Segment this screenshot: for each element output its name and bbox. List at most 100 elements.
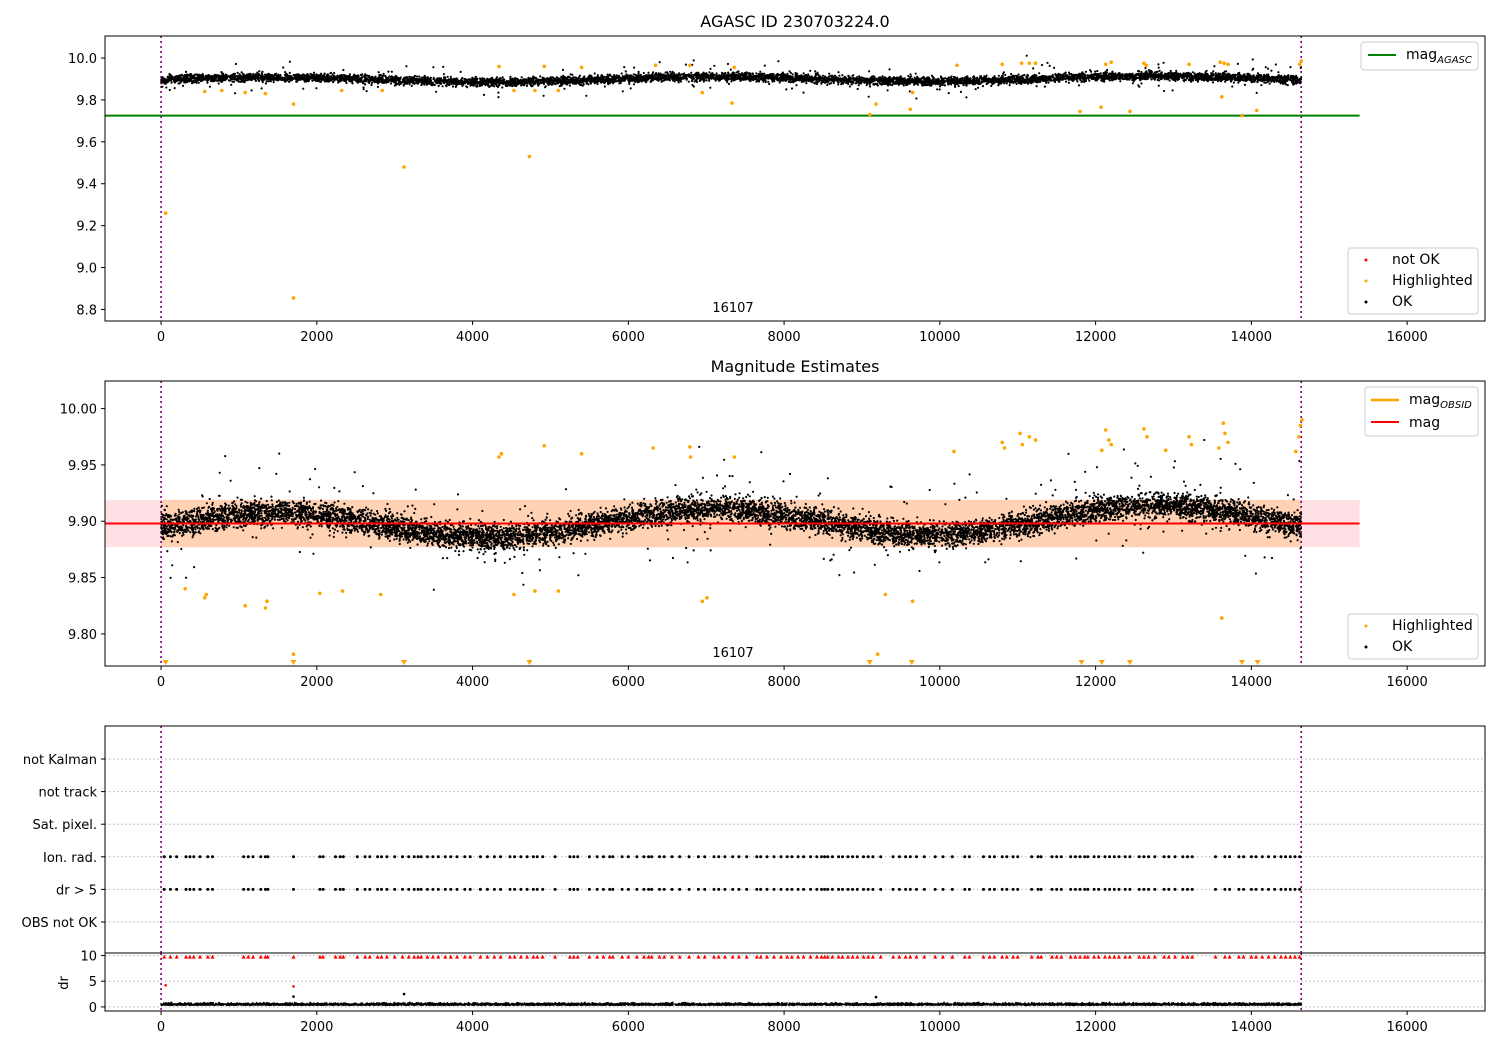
dr-clipped-marker bbox=[540, 954, 545, 959]
dr-clipped-marker bbox=[210, 954, 215, 959]
flag-point bbox=[891, 887, 895, 891]
flag-point bbox=[1162, 887, 1166, 891]
flag-point bbox=[376, 855, 380, 859]
flag-point bbox=[772, 887, 776, 891]
dr-clipped-marker bbox=[620, 954, 625, 959]
flag-point bbox=[1103, 887, 1107, 891]
flag-point bbox=[355, 887, 359, 891]
highlighted-point bbox=[700, 599, 705, 603]
flag-point bbox=[809, 855, 813, 859]
highlighted-point bbox=[874, 102, 878, 106]
highlighted-point bbox=[1019, 61, 1024, 65]
dr-clipped-marker bbox=[771, 954, 776, 959]
highlighted-point bbox=[1189, 442, 1194, 447]
flag-point bbox=[416, 887, 420, 891]
flag-point bbox=[1137, 855, 1141, 859]
x-tick-label: 12000 bbox=[1075, 1020, 1116, 1035]
flag-point bbox=[449, 855, 453, 859]
dr-clipped-marker bbox=[933, 954, 938, 959]
flag-point bbox=[1055, 855, 1059, 859]
legend-not-ok-label: not OK bbox=[1392, 252, 1440, 268]
flag-point bbox=[982, 887, 985, 891]
flag-point bbox=[601, 887, 605, 891]
flag-point bbox=[950, 887, 954, 891]
flag-point bbox=[1123, 887, 1127, 891]
highlighted-point bbox=[1109, 60, 1113, 64]
flag-row-label: Ion. rad. bbox=[43, 851, 97, 866]
dr-point bbox=[874, 995, 878, 999]
dr-clipped-marker bbox=[1029, 954, 1034, 959]
flag-point bbox=[908, 855, 912, 859]
flag-point bbox=[385, 855, 389, 859]
highlighted-point bbox=[1221, 421, 1226, 426]
flag-point bbox=[841, 855, 844, 859]
panel-magnitude-estimates: Magnitude Estimates 9.80 9.85 9.90 9.95 10.0… bbox=[60, 357, 1486, 690]
flag-point bbox=[717, 887, 721, 891]
flag-point bbox=[841, 887, 844, 891]
flag-point bbox=[731, 887, 735, 891]
flag-point bbox=[519, 855, 523, 859]
highlighted-point bbox=[243, 603, 247, 608]
dr-clipped-marker bbox=[649, 954, 654, 959]
flag-point bbox=[737, 887, 741, 891]
y-tick-label: 9.4 bbox=[76, 178, 97, 193]
flag-point bbox=[468, 887, 472, 891]
dr-clipped-marker bbox=[317, 954, 322, 959]
dr-clipped-marker bbox=[595, 954, 600, 959]
highlighted-point bbox=[1297, 435, 1301, 439]
dr-clipped-marker bbox=[384, 954, 389, 959]
flag-point bbox=[815, 855, 819, 859]
dr-clipped-marker bbox=[845, 954, 850, 959]
highlighted-point bbox=[1018, 431, 1022, 436]
dr-clipped-marker bbox=[634, 954, 639, 959]
flag-point bbox=[184, 855, 188, 859]
x-tick-label: 6000 bbox=[612, 675, 645, 690]
dr-clipped-marker bbox=[1127, 954, 1132, 959]
flag-point bbox=[1228, 887, 1232, 891]
dr-clipped-marker bbox=[836, 954, 841, 959]
flag-point bbox=[1223, 887, 1227, 891]
flag-point bbox=[908, 887, 912, 891]
flag-point bbox=[568, 855, 572, 859]
dr-clipped-marker bbox=[1297, 954, 1302, 959]
dr-clipped-marker bbox=[866, 954, 871, 959]
flag-point bbox=[525, 887, 529, 891]
flag-point bbox=[355, 855, 359, 859]
flag-point bbox=[712, 887, 716, 891]
panel-mag-y-axis: 9.80 9.85 9.90 9.95 10.00 bbox=[60, 403, 105, 643]
flag-point bbox=[1260, 887, 1264, 891]
flag-point bbox=[826, 887, 830, 891]
panel-mag-legend-lower: Highlighted OK bbox=[1347, 613, 1479, 660]
flag-point bbox=[915, 887, 918, 891]
dr-clipped-marker bbox=[1190, 954, 1195, 959]
panel-agasc-legend-lower: not OK Highlighted OK bbox=[1347, 247, 1479, 315]
flag-point bbox=[862, 887, 865, 891]
flag-point bbox=[541, 887, 545, 891]
highlighted-point bbox=[220, 88, 224, 93]
dr-clipped-marker bbox=[662, 954, 667, 959]
dr-clipped-marker bbox=[1011, 954, 1016, 959]
flag-point bbox=[338, 887, 342, 891]
flag-point bbox=[1273, 887, 1277, 891]
flag-point bbox=[192, 887, 196, 891]
flag-point bbox=[266, 887, 270, 891]
flag-point bbox=[635, 887, 639, 891]
flag-point bbox=[508, 855, 512, 859]
highlighted-point bbox=[183, 587, 187, 591]
flag-point bbox=[443, 887, 447, 891]
dr-clipped-marker bbox=[1085, 954, 1090, 959]
dr-clipped-marker bbox=[950, 954, 955, 959]
dr-clipped-marker bbox=[819, 954, 824, 959]
flag-point bbox=[318, 887, 322, 891]
flag-point bbox=[553, 887, 557, 891]
dr-clipped-marker bbox=[492, 954, 497, 959]
panel-dr: 0 5 10 0 2000 4000 6000 8000 10000 12000 14000 160… bbox=[57, 950, 1486, 1035]
dr-clipped-marker bbox=[796, 954, 801, 959]
x-tick-label: 8000 bbox=[768, 1020, 801, 1035]
highlighted-point bbox=[1033, 61, 1038, 65]
flag-point bbox=[535, 887, 539, 891]
highlighted-point bbox=[1216, 446, 1221, 450]
y-tick-label: 9.2 bbox=[76, 220, 97, 235]
flag-point bbox=[988, 855, 992, 859]
dr-clipped-marker bbox=[754, 954, 759, 959]
